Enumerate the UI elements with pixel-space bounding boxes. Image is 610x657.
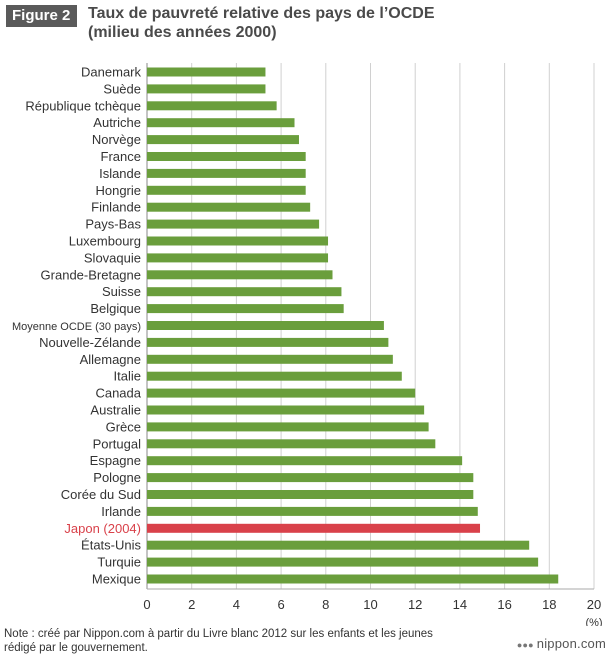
- category-label: Danemark: [81, 65, 141, 80]
- category-label: Grèce: [106, 419, 141, 434]
- category-label: Irlande: [101, 504, 141, 519]
- bar: [147, 506, 478, 516]
- bar: [147, 236, 329, 246]
- bar: [147, 135, 299, 145]
- bar: [147, 405, 425, 415]
- category-label: France: [101, 149, 141, 164]
- category-label: Finlande: [91, 200, 141, 215]
- bar: [147, 67, 266, 77]
- bar: [147, 219, 320, 229]
- bar: [147, 202, 311, 212]
- x-tick-label: 20: [587, 597, 601, 612]
- bar: [147, 168, 306, 178]
- bar: [147, 101, 277, 111]
- chart-note: Note : créé par Nippon.com à partir du L…: [4, 627, 504, 655]
- bar: [147, 473, 474, 483]
- bar: [147, 118, 295, 128]
- category-label: Suisse: [102, 284, 141, 299]
- bar: [147, 456, 463, 466]
- bar: [147, 287, 342, 297]
- chart-title-line2: (milieu des années 2000): [88, 24, 277, 41]
- category-label: Espagne: [90, 453, 141, 468]
- category-label: Moyenne OCDE (30 pays): [12, 321, 141, 333]
- x-tick-label: 6: [277, 597, 284, 612]
- category-label: Allemagne: [80, 352, 141, 367]
- chart-title-line1: Taux de pauvreté relative des pays de l’…: [88, 5, 435, 22]
- category-label: Slovaquie: [84, 250, 141, 265]
- category-label: Japon (2004): [64, 521, 141, 536]
- bar: [147, 490, 474, 499]
- category-label: Mexique: [92, 572, 141, 587]
- x-tick-label: 18: [542, 597, 556, 612]
- category-label: Hongrie: [95, 183, 141, 198]
- category-label: Australie: [90, 403, 141, 418]
- bar: [147, 557, 539, 567]
- bar: [147, 422, 429, 432]
- bar: [147, 371, 402, 381]
- bar: [147, 321, 384, 330]
- x-tick-label: 16: [497, 597, 511, 612]
- x-tick-label: 10: [363, 597, 377, 612]
- category-label: Suède: [103, 81, 141, 96]
- unit-label: (%): [585, 617, 602, 626]
- bar: [147, 270, 333, 280]
- dots-icon: ●●●: [516, 640, 534, 650]
- category-label: Corée du Sud: [61, 487, 141, 502]
- bar: [147, 253, 329, 263]
- figure-label: Figure 2: [6, 5, 78, 27]
- category-label: Italie: [114, 369, 141, 384]
- category-label: Luxembourg: [69, 234, 141, 249]
- bar: [147, 540, 530, 550]
- nippon-logo: ●●● nippon.com: [517, 636, 606, 651]
- note-line2: rédigé par le gouvernement.: [4, 642, 148, 654]
- chart-title: Taux de pauvreté relative des pays de l’…: [88, 4, 435, 42]
- bar: [147, 439, 436, 449]
- x-tick-label: 14: [453, 597, 467, 612]
- x-tick-label: 8: [322, 597, 329, 612]
- category-label: Autriche: [93, 115, 141, 130]
- category-label: Pays-Bas: [85, 217, 141, 232]
- x-tick-label: 2: [188, 597, 195, 612]
- note-line1: Note : créé par Nippon.com à partir du L…: [4, 628, 433, 640]
- bar: [147, 388, 416, 398]
- category-label: Turquie: [97, 555, 141, 570]
- logo-text: nippon.com: [536, 636, 606, 651]
- category-label: Belgique: [90, 301, 141, 316]
- bar: [147, 337, 389, 347]
- bar: [147, 574, 559, 584]
- category-label: Norvège: [92, 132, 141, 147]
- chart-header: Figure 2 Taux de pauvreté relative des p…: [6, 4, 606, 46]
- x-tick-label: 12: [408, 597, 422, 612]
- category-label: Grande-Bretagne: [41, 267, 141, 282]
- category-label: Canada: [95, 386, 141, 401]
- bar: [147, 523, 481, 533]
- bar: [147, 185, 306, 195]
- x-tick-label: 4: [233, 597, 240, 612]
- category-label: République tchèque: [25, 98, 141, 113]
- bar: [147, 354, 393, 364]
- category-label: Portugal: [93, 436, 142, 451]
- bar: [147, 304, 344, 314]
- category-label: Nouvelle-Zélande: [39, 335, 141, 350]
- category-label: Pologne: [93, 470, 141, 485]
- bar: [147, 84, 266, 94]
- category-label: États-Unis: [81, 538, 141, 553]
- bar: [147, 152, 306, 161]
- category-label: Islande: [99, 166, 141, 181]
- x-tick-label: 0: [143, 597, 150, 612]
